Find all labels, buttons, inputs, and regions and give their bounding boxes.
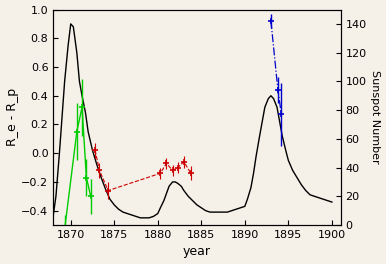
Y-axis label: Sunspot Number: Sunspot Number: [371, 70, 381, 164]
X-axis label: year: year: [183, 246, 211, 258]
Y-axis label: R_e - R_p: R_e - R_p: [5, 88, 19, 146]
